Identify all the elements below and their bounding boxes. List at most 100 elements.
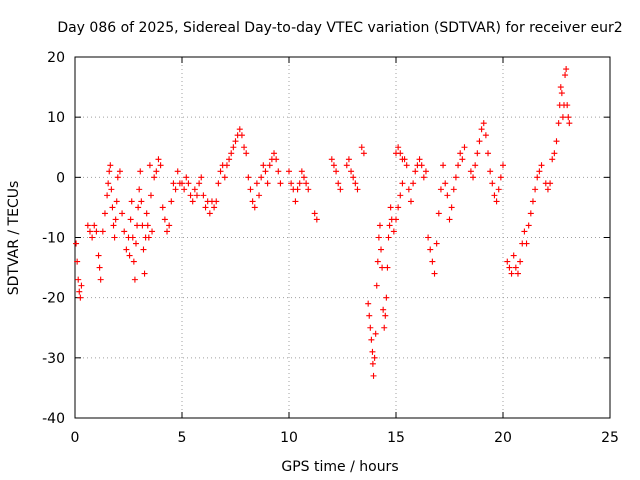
data-point [155,156,162,163]
y-axis-label: SDTVAR / TECUs [6,181,22,296]
data-point [86,228,93,235]
data-point [146,162,153,169]
data-point [89,234,96,241]
data-point [401,156,408,163]
data-point [149,228,156,235]
data-point [191,186,198,193]
data-point [236,126,243,133]
data-point [75,276,82,283]
data-point [510,252,517,259]
data-point [164,228,171,235]
data-point [489,180,496,187]
data-point [448,204,455,211]
data-point [452,174,459,181]
data-point [534,174,541,181]
data-point [159,204,166,211]
data-point [141,270,148,277]
data-point [390,228,397,235]
data-point [440,162,447,169]
data-point [217,168,224,175]
data-point [382,312,389,319]
data-point [558,90,565,97]
data-point [425,234,432,241]
data-point [482,132,489,139]
data-point [266,162,273,169]
data-point [135,204,142,211]
x-tick-label: 10 [280,430,298,446]
data-point [121,228,128,235]
y-tick-label: 0 [56,170,65,186]
data-point [529,198,536,205]
data-point [373,282,380,289]
data-point [525,222,532,229]
data-point [565,114,572,121]
data-point [538,162,545,169]
data-point [335,180,342,187]
data-point [247,186,254,193]
data-point [137,168,144,175]
data-point [99,228,106,235]
data-point [495,186,502,193]
data-point [127,216,134,223]
data-point [368,336,375,343]
data-point [478,126,485,133]
data-point [77,294,84,301]
data-point [258,174,265,181]
data-point [557,84,564,91]
data-point [429,258,436,265]
data-point [370,372,377,379]
data-point [129,234,136,241]
data-point [422,168,429,175]
data-point [395,144,402,151]
data-point [521,228,528,235]
data-point [256,192,263,199]
x-axis-label: GPS time / hours [281,459,398,475]
data-point [444,192,451,199]
data-point [153,168,160,175]
data-point [551,150,558,157]
data-point [350,174,357,181]
data-point [187,192,194,199]
y-tick-label: 10 [47,110,65,126]
data-point [405,186,412,193]
data-point [111,234,118,241]
data-point [348,168,355,175]
data-point [139,222,146,229]
data-point [352,180,359,187]
data-point [193,192,200,199]
data-point [337,186,344,193]
data-point [238,132,245,139]
data-point [504,258,511,265]
data-point [106,168,113,175]
data-point [563,66,570,73]
data-point [84,222,91,229]
data-point [221,174,228,181]
data-point [512,264,519,271]
data-point [354,186,361,193]
data-point [251,204,258,211]
data-point [168,198,175,205]
y-tick-label: -20 [42,291,65,307]
x-tick-label: 5 [178,430,187,446]
data-point [508,270,515,277]
data-point [544,186,551,193]
data-point [372,330,379,337]
data-point [480,120,487,127]
data-point [553,138,560,145]
data-point [378,246,385,253]
data-point [96,264,103,271]
data-point [393,216,399,223]
data-points [73,66,573,379]
data-point [333,168,340,175]
data-point [487,168,494,175]
data-point [500,162,506,169]
data-point [493,198,500,205]
data-point [527,210,534,217]
data-point [367,324,374,331]
data-point [170,180,177,187]
data-point [200,192,207,199]
data-point [108,186,115,193]
data-point [431,270,438,277]
data-point [243,150,250,157]
data-point [97,276,104,283]
